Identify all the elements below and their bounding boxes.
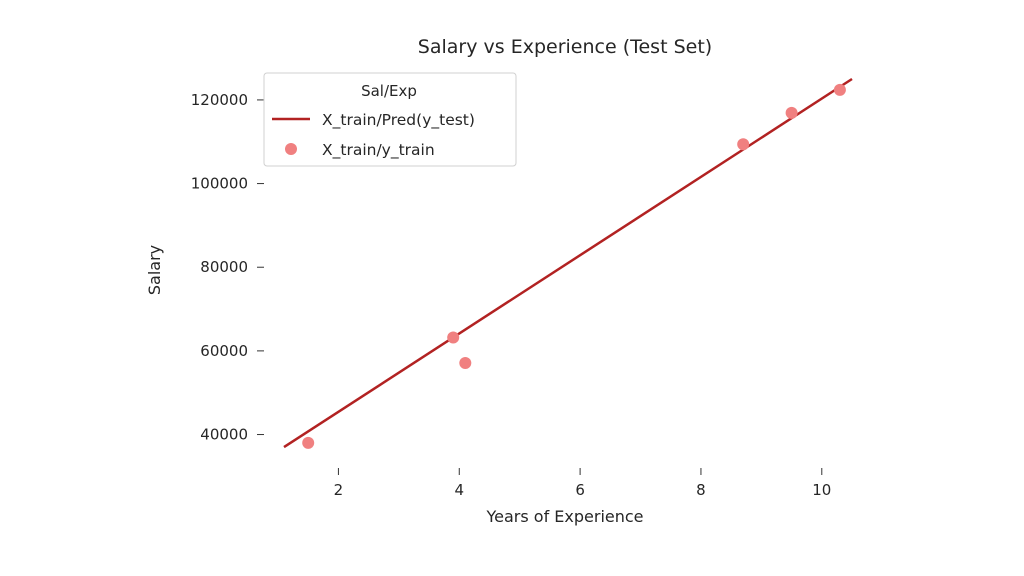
legend-frame — [263, 72, 517, 167]
legend: Sal/Exp X_train/Pred(y_test) X_train/y_t… — [263, 72, 517, 167]
data-point — [447, 331, 460, 344]
x-tick-label: 6 — [575, 481, 585, 499]
data-point — [302, 436, 315, 449]
chart-title: Salary vs Experience (Test Set) — [418, 36, 712, 58]
legend-title: Sal/Exp — [361, 82, 417, 100]
x-tick-label: 4 — [454, 481, 464, 499]
x-tick-label: 2 — [334, 481, 344, 499]
x-axis: 2 4 6 8 10 — [334, 468, 831, 499]
y-tick-label: 120000 — [191, 91, 248, 109]
data-point — [737, 138, 750, 151]
data-point — [785, 106, 798, 119]
y-tick-label: 40000 — [200, 426, 248, 444]
x-axis-title: Years of Experience — [485, 507, 643, 526]
data-point — [459, 357, 472, 369]
x-tick-label: 8 — [696, 481, 706, 499]
regression-line — [283, 77, 853, 449]
legend-label-training: X_train/y_train — [322, 141, 435, 160]
y-tick-label: 60000 — [200, 342, 248, 360]
x-tick-label: 10 — [812, 481, 831, 499]
y-tick-label: 80000 — [200, 258, 248, 276]
data-point — [833, 83, 846, 96]
y-tick-label: 100000 — [191, 175, 248, 193]
plot-marks — [283, 77, 853, 449]
legend-label-prediction: X_train/Pred(y_test) — [322, 111, 475, 130]
legend-marker-swatch — [285, 143, 297, 155]
y-axis: 40000 60000 80000 100000 120000 — [191, 91, 264, 444]
y-axis-title: Salary — [145, 245, 164, 295]
